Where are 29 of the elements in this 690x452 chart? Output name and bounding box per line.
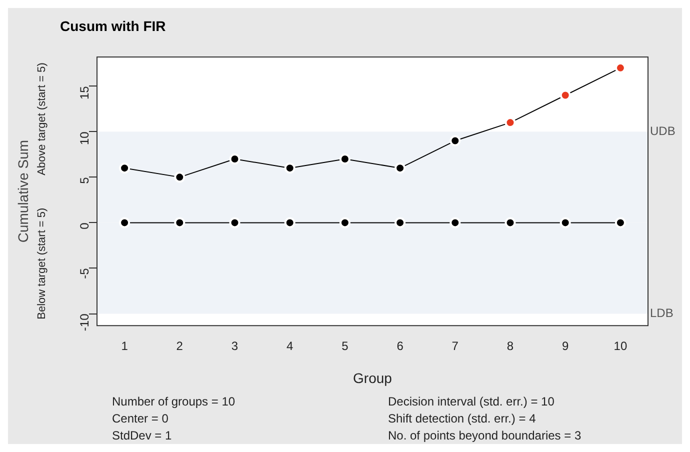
y-tick-label: 15: [77, 86, 92, 100]
text: Decision interval (std. err.) = 10: [388, 394, 555, 408]
y-tick-label: -10: [77, 313, 92, 332]
x-tick-label: 2: [176, 339, 184, 354]
text: No. of points beyond boundaries = 3: [388, 428, 582, 442]
y-tick-label: -5: [77, 268, 92, 279]
x-tick-label: 9: [562, 339, 570, 354]
x-tick-label: 8: [506, 339, 514, 354]
text: Shift detection (std. err.) = 4: [388, 411, 536, 426]
x-tick-label: 1: [121, 339, 128, 354]
text: StdDev = 1: [112, 428, 172, 442]
chart-title: Cusum with FIR: [60, 18, 166, 34]
y-tick-label: 10: [77, 131, 92, 146]
x-tick-label: 3: [231, 339, 238, 354]
x-tick-label: 4: [286, 339, 294, 354]
band-label: LDB: [650, 306, 674, 320]
x-axis-title: Group: [353, 370, 392, 386]
text: Below target (start = 5): [36, 208, 48, 320]
y-tick-label: 0: [77, 222, 92, 230]
x-tick-label: 5: [342, 339, 349, 354]
x-tick-label: 6: [396, 339, 404, 354]
y-tick-label: 5: [77, 176, 92, 184]
band-label: UDB: [650, 124, 676, 138]
x-tick-label: 7: [452, 339, 459, 354]
x-tick-label: 10: [614, 339, 628, 354]
text: Above target (start = 5): [36, 62, 48, 176]
y-axis-title: Cumulative Sum: [14, 140, 31, 243]
text: Center = 0: [112, 411, 169, 426]
text: Number of groups = 10: [112, 394, 236, 408]
